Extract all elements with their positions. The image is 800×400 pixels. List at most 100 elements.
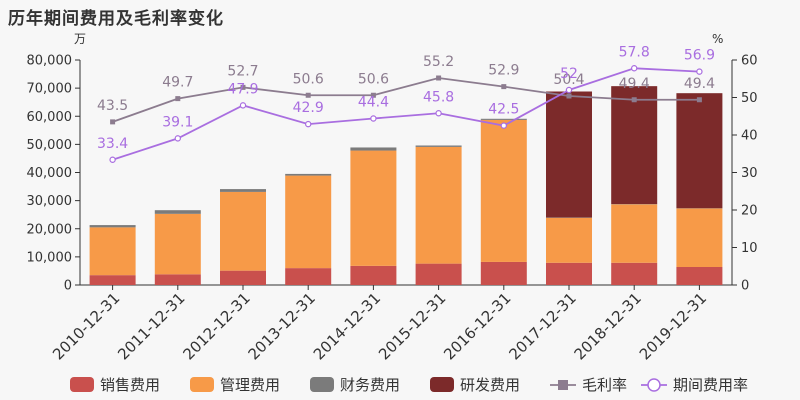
legend-label: 管理费用 xyxy=(220,376,280,394)
legend-label: 毛利率 xyxy=(582,376,627,394)
bar-segment xyxy=(350,147,397,151)
line-series-path xyxy=(112,77,700,123)
bar-segment xyxy=(546,262,592,285)
line-point xyxy=(436,75,442,81)
right-axis-tick-label: 40 xyxy=(741,129,758,144)
line-point xyxy=(501,84,507,90)
data-label: 52.7 xyxy=(227,63,258,79)
left-axis-tick-label: 10,000 xyxy=(27,250,73,265)
x-axis-tick-label: 2014-12-31 xyxy=(310,289,384,363)
x-axis-tick-label: 2013-12-31 xyxy=(245,289,319,363)
data-label: 49.7 xyxy=(162,75,193,91)
bar-segment xyxy=(89,227,136,276)
left-axis-tick-label: 60,000 xyxy=(27,110,73,125)
x-axis-tick-label: 2016-12-31 xyxy=(440,289,514,363)
data-label: 44.4 xyxy=(358,95,389,111)
left-axis-tick-label: 30,000 xyxy=(27,194,73,209)
bar-segment xyxy=(611,262,658,285)
data-label: 45.8 xyxy=(423,89,454,105)
bar-segment xyxy=(415,146,462,264)
bar-segment xyxy=(350,265,397,285)
line-point xyxy=(174,135,181,142)
data-label: 49.4 xyxy=(619,76,650,92)
bar-segment xyxy=(89,225,136,228)
bar-segment xyxy=(676,93,723,209)
line-point xyxy=(370,92,376,98)
bar-segment xyxy=(89,275,136,285)
legend-marker xyxy=(647,378,661,392)
bar-segment xyxy=(480,118,527,120)
x-axis-tick-label: 2017-12-31 xyxy=(505,289,579,363)
data-label: 52.9 xyxy=(488,63,519,79)
bar-segment xyxy=(285,268,332,285)
bar-segment xyxy=(154,210,201,214)
data-label: 33.4 xyxy=(97,136,128,152)
legend-swatch xyxy=(190,377,214,392)
data-label: 52 xyxy=(560,66,578,82)
bar-segment xyxy=(480,119,527,262)
left-axis-tick-label: 70,000 xyxy=(27,82,73,97)
x-axis-tick-label: 2011-12-31 xyxy=(114,289,188,363)
legend-label: 研发费用 xyxy=(460,376,520,394)
left-axis-tick-label: 0 xyxy=(64,279,72,294)
data-label: 56.9 xyxy=(684,48,715,64)
legend-label: 销售费用 xyxy=(100,376,160,394)
data-label: 42.5 xyxy=(488,102,519,118)
left-axis-tick-label: 50,000 xyxy=(27,138,73,153)
line-point xyxy=(370,115,377,122)
bar-segment xyxy=(154,274,201,285)
bar-segment xyxy=(676,267,723,285)
right-axis-tick-label: 50 xyxy=(741,91,758,106)
line-point xyxy=(631,97,637,103)
left-axis-tick-label: 20,000 xyxy=(27,222,73,237)
x-axis-tick-label: 2010-12-31 xyxy=(49,289,123,363)
data-label: 50.4 xyxy=(553,72,584,88)
legend-swatch xyxy=(430,377,454,392)
bar-segment xyxy=(415,263,462,285)
right-axis-tick-label: 0 xyxy=(741,279,749,294)
line-point xyxy=(631,65,638,72)
legend-swatch xyxy=(70,377,94,392)
bar-segment xyxy=(220,189,266,192)
right-axis-tick-label: 60 xyxy=(741,54,758,69)
data-label: 39.1 xyxy=(162,114,193,130)
bar-segment xyxy=(546,217,592,263)
bar-segment xyxy=(676,208,723,267)
bar-segment xyxy=(415,145,462,147)
x-axis-tick-label: 2012-12-31 xyxy=(179,289,253,363)
x-axis-tick-label: 2018-12-31 xyxy=(571,289,645,363)
legend-label: 财务费用 xyxy=(340,376,400,394)
line-point xyxy=(240,84,246,90)
bar-segment xyxy=(546,91,592,218)
bar-segment xyxy=(480,261,527,285)
x-axis-tick-label: 2015-12-31 xyxy=(375,289,449,363)
data-label: 47.9 xyxy=(227,81,258,97)
chart-title: 历年期间费用及毛利率变化 xyxy=(8,9,224,29)
left-axis-tick-label: 80,000 xyxy=(27,54,73,69)
data-label: 50.6 xyxy=(293,71,324,87)
x-axis-tick-label: 2019-12-31 xyxy=(636,289,710,363)
data-label: 43.5 xyxy=(97,98,128,114)
data-label: 57.8 xyxy=(619,44,650,60)
bar-segment xyxy=(285,173,332,176)
line-point xyxy=(566,93,572,99)
bar-segment xyxy=(220,270,266,285)
bar-segment xyxy=(611,204,658,263)
bar-segment xyxy=(611,86,658,204)
line-point xyxy=(435,110,442,117)
line-point xyxy=(565,86,573,94)
right-axis-unit: % xyxy=(712,32,723,46)
left-axis-unit: 万 xyxy=(74,32,86,46)
legend-label: 期间费用率 xyxy=(673,376,748,394)
left-axis-tick-label: 40,000 xyxy=(27,166,73,181)
bar-segment xyxy=(350,150,397,266)
line-point xyxy=(175,96,181,102)
line-point xyxy=(696,97,702,103)
right-axis-tick-label: 10 xyxy=(741,241,758,256)
bar-segment xyxy=(285,175,332,269)
data-label: 55.2 xyxy=(423,54,454,70)
line-point xyxy=(239,102,247,109)
line-series-path xyxy=(112,67,700,161)
